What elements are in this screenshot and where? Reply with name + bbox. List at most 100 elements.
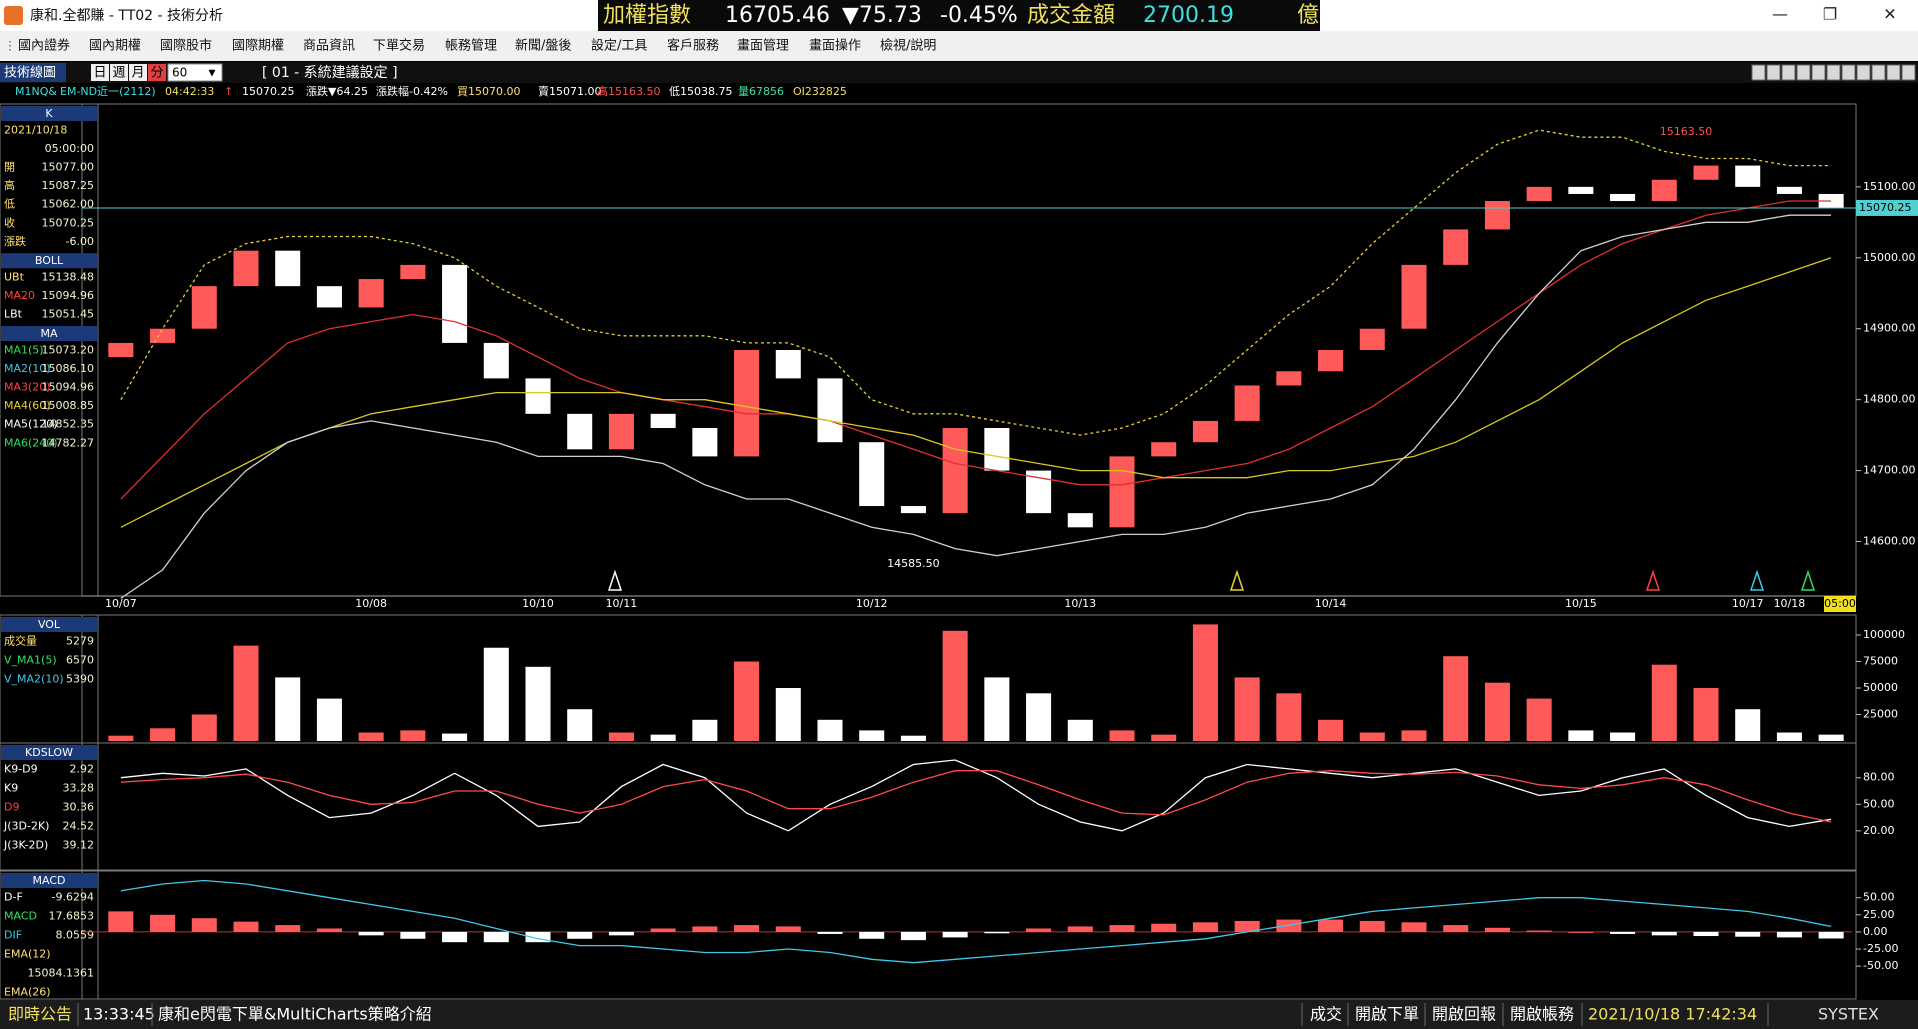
x-tick-label: 10/08 bbox=[355, 597, 387, 610]
toolbar-title: 技術線圖 bbox=[4, 65, 56, 81]
menu-item[interactable]: 畫面管理 bbox=[737, 39, 789, 54]
volume-bar bbox=[191, 714, 217, 741]
volume-bar bbox=[859, 730, 885, 741]
ticker-item: -0.45% bbox=[940, 3, 1018, 28]
side-value: 2.92 bbox=[70, 763, 95, 776]
osc-bar bbox=[734, 925, 760, 932]
period-button[interactable]: 分 bbox=[150, 66, 163, 81]
period-button[interactable]: 週 bbox=[112, 66, 125, 81]
candle-body bbox=[191, 286, 217, 329]
menu-item[interactable]: 客戶服務 bbox=[667, 38, 719, 54]
side-value: 17.6853 bbox=[49, 910, 95, 923]
candle-body bbox=[692, 428, 718, 457]
interval-box[interactable] bbox=[167, 63, 223, 82]
info-item: 漲跌幅-0.42% bbox=[376, 84, 448, 98]
osc-bar bbox=[608, 931, 634, 936]
period-button-bg[interactable] bbox=[129, 64, 147, 81]
side-label: 收 bbox=[4, 215, 15, 229]
status-item[interactable]: 開啟下單 bbox=[1355, 1005, 1419, 1024]
candle-body bbox=[1401, 264, 1427, 329]
info-item: 04:42:33 bbox=[165, 85, 214, 98]
candle-body bbox=[1234, 385, 1260, 421]
x-tick-label: 10/10 bbox=[522, 597, 554, 610]
osc-bar bbox=[150, 914, 176, 932]
menu-item[interactable]: 畫面操作 bbox=[809, 38, 861, 54]
candle-body bbox=[734, 350, 760, 457]
status-item[interactable]: 開啟回報 bbox=[1432, 1005, 1496, 1024]
side-header: K bbox=[45, 107, 53, 120]
toolbar-icon[interactable] bbox=[1886, 64, 1901, 81]
menu-item[interactable]: 檢視/說明 bbox=[880, 38, 936, 54]
period-button-bg[interactable] bbox=[91, 64, 109, 81]
side-header: BOLL bbox=[35, 254, 64, 267]
signal-marker bbox=[1645, 569, 1661, 591]
period-button[interactable]: 月 bbox=[131, 66, 144, 81]
osc-bar bbox=[275, 925, 301, 932]
last-price-label: 15070.25 bbox=[1859, 201, 1912, 214]
candle-body bbox=[1276, 371, 1302, 386]
x-tick-label: 10/17 bbox=[1732, 597, 1764, 610]
toolbar-icon[interactable] bbox=[1766, 64, 1781, 81]
interval-value[interactable]: 60 bbox=[172, 66, 187, 80]
low-annotation: 14585.50 bbox=[887, 557, 940, 570]
osc-bar bbox=[1818, 931, 1844, 939]
toolbar-icon[interactable] bbox=[1841, 64, 1856, 81]
toolbar-icon[interactable] bbox=[1901, 64, 1916, 81]
period-button-bg[interactable] bbox=[110, 64, 128, 81]
menu-item[interactable]: 設定/工具 bbox=[591, 38, 647, 54]
menu-item[interactable]: 國際股市 bbox=[160, 38, 212, 54]
menu-item[interactable]: 商品資訊 bbox=[303, 39, 355, 54]
side-header: MACD bbox=[33, 874, 66, 887]
interval-dropdown[interactable]: ▼ bbox=[209, 69, 216, 79]
toolbar-icon[interactable] bbox=[1826, 64, 1841, 81]
osc-bar bbox=[859, 931, 885, 939]
close-button[interactable]: ✕ bbox=[1883, 5, 1896, 24]
side-label: EMA(12) bbox=[4, 948, 51, 961]
menu-item[interactable]: 國內證券 bbox=[18, 38, 70, 54]
side-header: MA bbox=[40, 327, 57, 340]
volume-bar bbox=[567, 709, 593, 741]
status-item: 康和e閃電下單&MultiCharts策略介紹 bbox=[158, 1005, 432, 1024]
menu-item[interactable]: 國際期權 bbox=[232, 39, 284, 54]
menu-item[interactable]: 下單交易 bbox=[373, 38, 425, 54]
osc-bar bbox=[1401, 922, 1427, 932]
toolbar-icon[interactable] bbox=[1811, 64, 1826, 81]
ticker-item: ▼75.73 bbox=[842, 3, 922, 28]
candle-body bbox=[150, 328, 176, 343]
y-tick-label: 50.00 bbox=[1863, 891, 1895, 904]
volume-bar bbox=[442, 733, 468, 741]
volume-bar bbox=[1026, 693, 1052, 741]
osc-bar bbox=[191, 918, 217, 932]
period-button-bg[interactable] bbox=[148, 64, 166, 81]
toolbar-icon[interactable] bbox=[1856, 64, 1871, 81]
menu-item[interactable]: 帳務管理 bbox=[445, 39, 497, 54]
toolbar-icon[interactable] bbox=[1781, 64, 1796, 81]
osc-bar bbox=[1693, 931, 1719, 937]
side-label: 開 bbox=[4, 161, 15, 174]
toolbar-icon[interactable] bbox=[1796, 64, 1811, 81]
toolbar-icon[interactable] bbox=[1871, 64, 1886, 81]
osc-bar bbox=[1568, 931, 1594, 933]
volume-bar bbox=[1401, 730, 1427, 741]
minimize-button[interactable]: — bbox=[1772, 5, 1788, 24]
side-value: 15051.45 bbox=[42, 308, 95, 321]
side-value: 15094.96 bbox=[42, 381, 95, 394]
candle-body bbox=[942, 428, 968, 514]
volume-bar bbox=[817, 719, 843, 741]
y-tick-label: 0.00 bbox=[1863, 925, 1888, 938]
side-label: V_MA1(5) bbox=[4, 654, 57, 667]
side-label: 低 bbox=[4, 198, 15, 211]
side-label: MACD bbox=[4, 910, 37, 923]
menu-item[interactable]: 國內期權 bbox=[89, 39, 141, 54]
side-label: V_MA2(10) bbox=[4, 673, 64, 686]
status-item[interactable]: 開啟帳務 bbox=[1510, 1005, 1574, 1024]
volume-bar bbox=[1443, 656, 1469, 741]
status-item: 13:33:45 bbox=[83, 1005, 155, 1024]
x-tick-label: 10/12 bbox=[856, 597, 888, 610]
period-button[interactable]: 日 bbox=[93, 66, 106, 81]
toolbar-icon[interactable] bbox=[1751, 64, 1766, 81]
volume-bar bbox=[1776, 732, 1802, 741]
menu-item[interactable]: 新聞/盤後 bbox=[515, 38, 571, 54]
restore-button[interactable]: ❐ bbox=[1823, 5, 1837, 24]
